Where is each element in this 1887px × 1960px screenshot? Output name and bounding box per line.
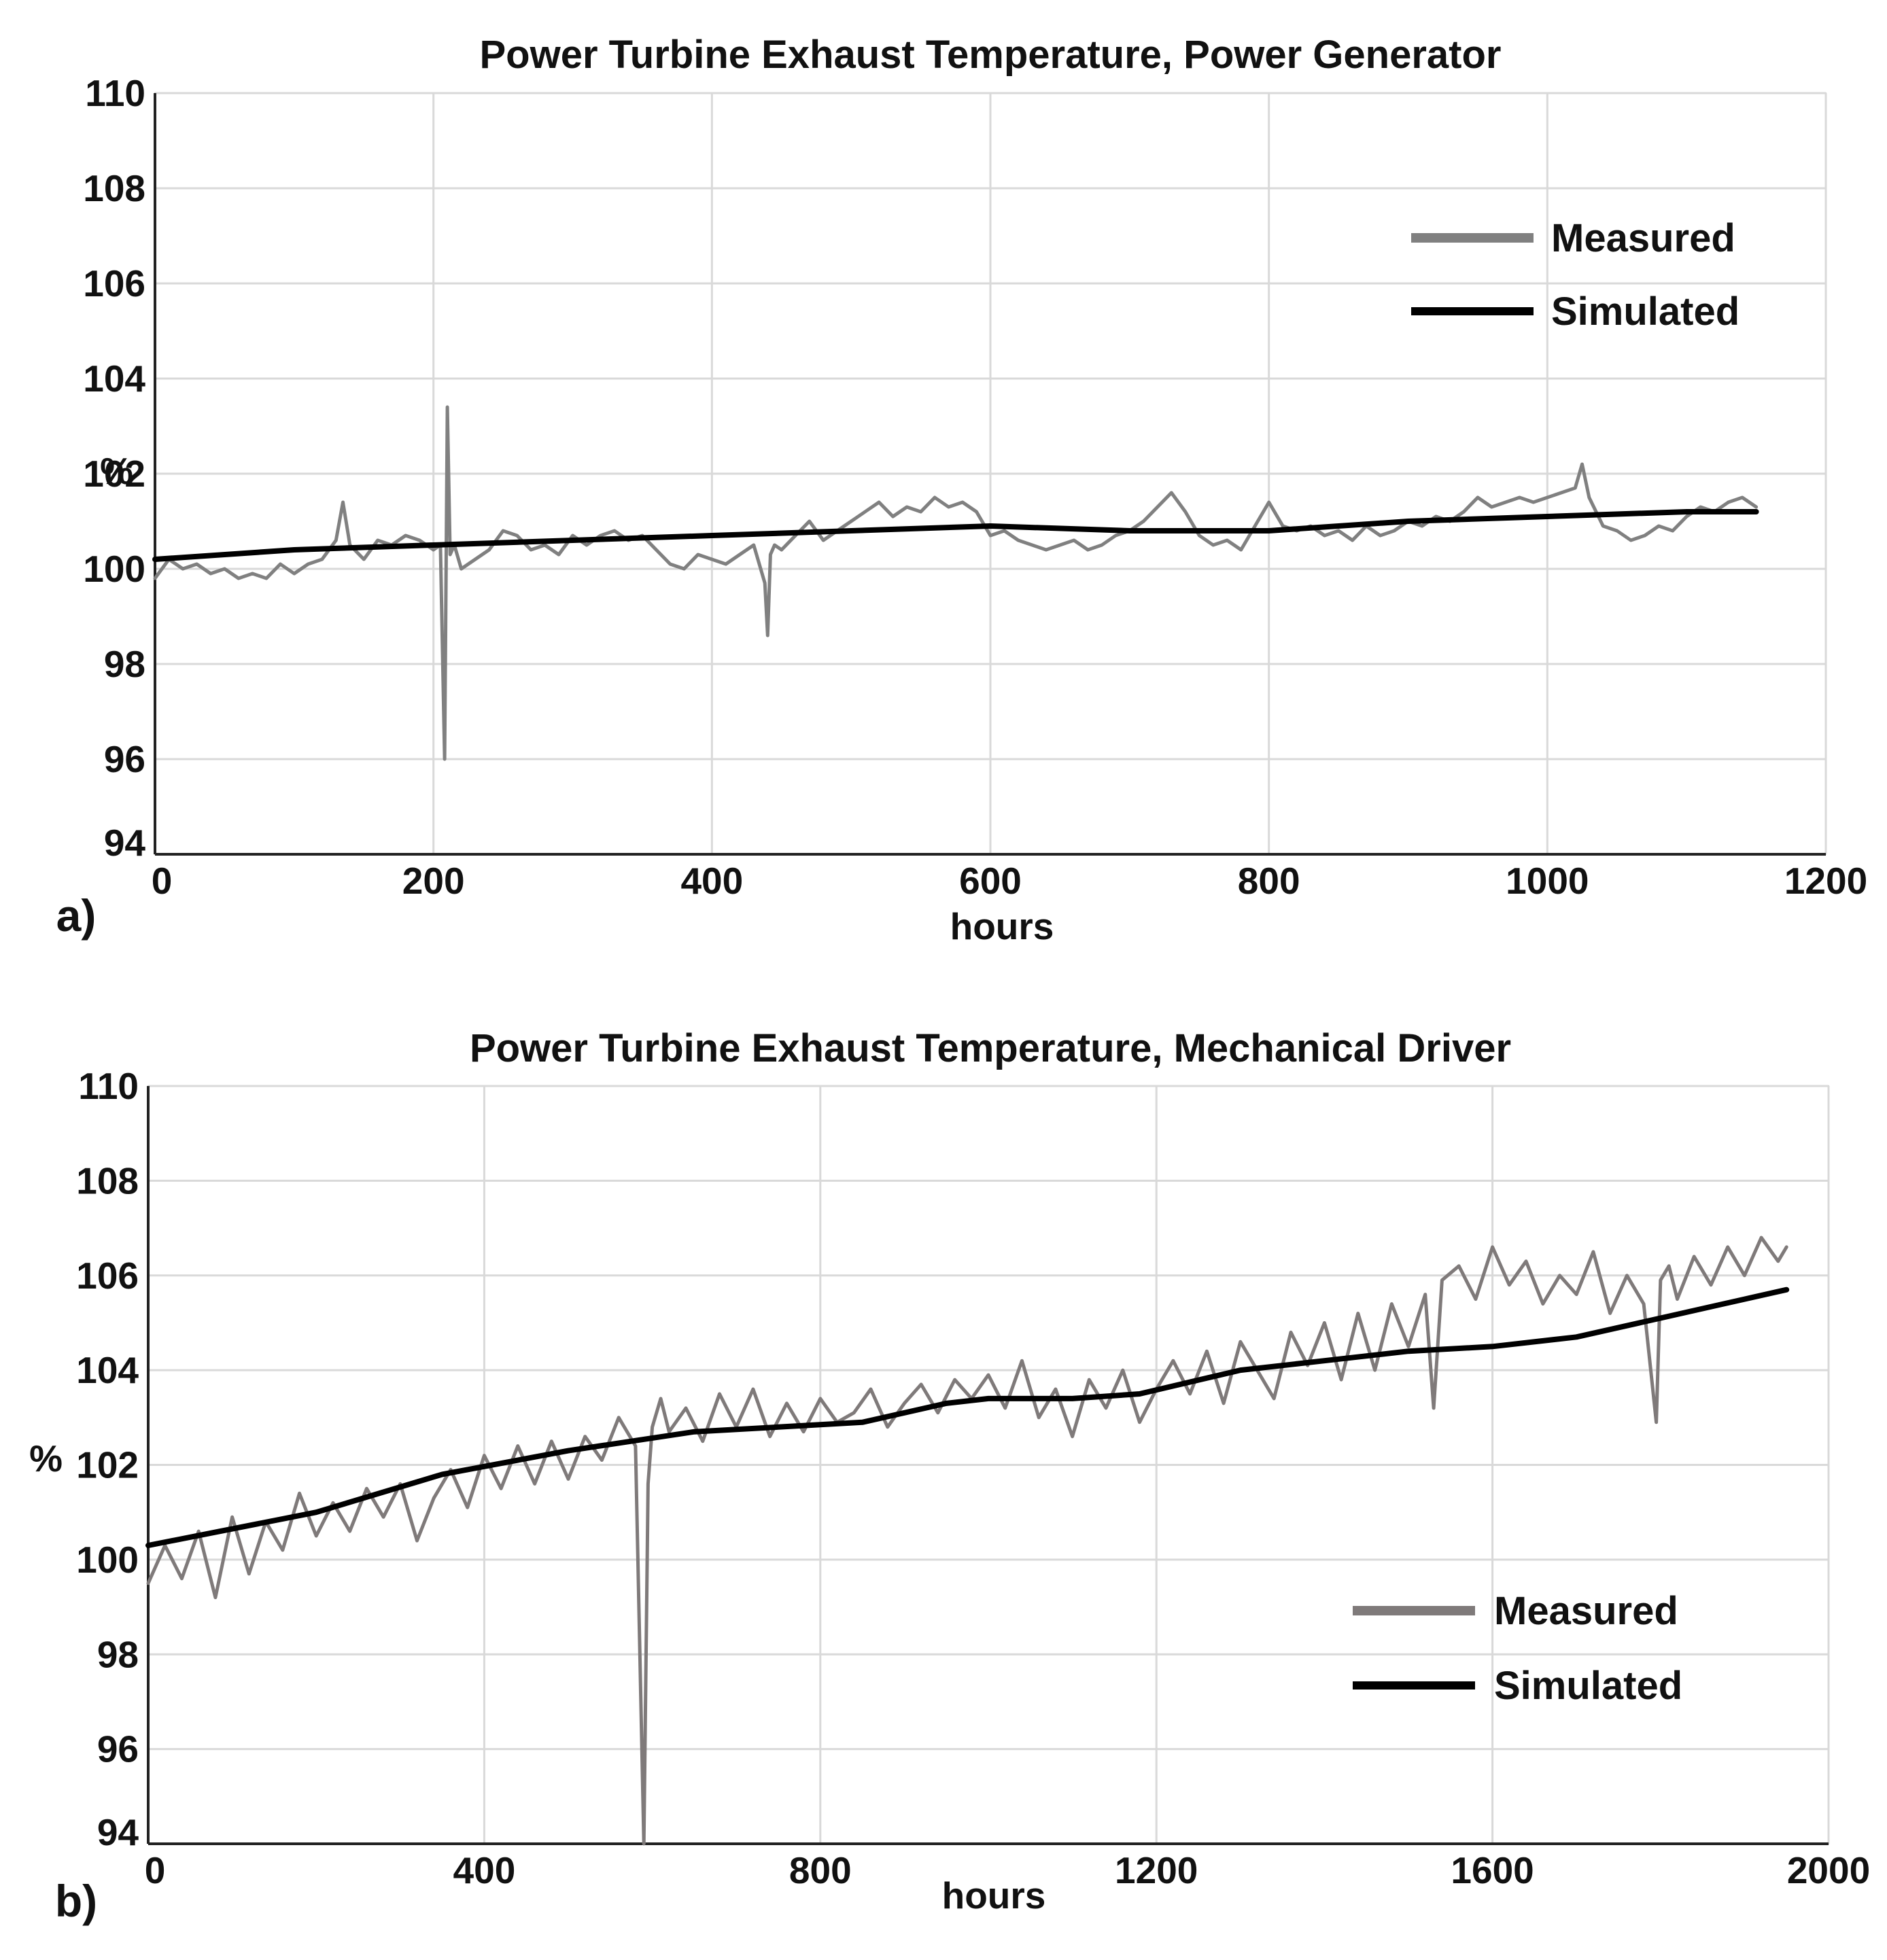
x-tick-label: 200 [402, 860, 465, 902]
y-tick-label: 94 [104, 822, 146, 864]
y-tick-label: 108 [83, 167, 145, 209]
series-line-measured [146, 1236, 1788, 1846]
legend-label-measured: Measured [1551, 216, 1735, 260]
series-line-measured [153, 405, 1759, 761]
y-tick-label: 106 [83, 262, 145, 304]
x-axis-label: hours [950, 905, 1054, 947]
chart-title: Power Turbine Exhaust Temperature, Mecha… [470, 1026, 1511, 1070]
y-axis-label: % [100, 450, 133, 492]
chart-mechanical-driver: 94 96 98 100 102 104 106 108 110 0 400 800 1200 1600 2… [29, 1026, 1870, 1926]
x-tick-label: 0 [145, 1849, 166, 1891]
legend-label-simulated: Simulated [1494, 1664, 1682, 1708]
y-tick-label: 104 [76, 1349, 139, 1391]
legend-label-measured: Measured [1494, 1589, 1678, 1633]
panel-label: b) [55, 1876, 97, 1926]
x-tick-label: 1200 [1115, 1849, 1198, 1891]
y-tick-label: 108 [76, 1159, 139, 1202]
y-tick-label: 102 [83, 453, 145, 495]
x-tick-label: 0 [152, 860, 173, 902]
x-tick-label: 800 [789, 1849, 852, 1891]
series-line-simulated [145, 1287, 1790, 1548]
y-tick-label: 94 [97, 1811, 139, 1853]
y-tick-label: 100 [83, 548, 145, 590]
y-tick-label: 96 [104, 738, 145, 780]
x-tick-label: 600 [959, 860, 1022, 902]
y-tick-label: 98 [104, 643, 145, 685]
x-tick-label: 2000 [1787, 1849, 1870, 1891]
chart-power-generator: 94 96 98 100 102 104 106 108 110 0 200 400 600 800 100… [56, 33, 1868, 947]
y-tick-label: 104 [83, 357, 145, 400]
x-tick-label: 1200 [1784, 860, 1867, 902]
chart-title: Power Turbine Exhaust Temperature, Power… [479, 33, 1501, 77]
y-tick-label: 102 [76, 1444, 139, 1486]
y-axis-label: % [29, 1437, 63, 1480]
y-tick-label: 96 [97, 1728, 139, 1770]
legend-label-simulated: Simulated [1551, 290, 1739, 334]
x-tick-label: 1000 [1506, 860, 1589, 902]
series-line-simulated [152, 509, 1759, 562]
y-tick-label: 100 [76, 1539, 139, 1581]
y-tick-label: 98 [97, 1633, 139, 1675]
x-tick-label: 400 [680, 860, 743, 902]
y-tick-label: 110 [78, 1065, 139, 1107]
x-axis-label: hours [942, 1874, 1046, 1917]
x-tick-label: 800 [1238, 860, 1300, 902]
x-tick-label: 1600 [1451, 1849, 1534, 1891]
panel-label: a) [56, 890, 97, 941]
y-tick-label: 110 [85, 72, 145, 114]
y-tick-label: 106 [76, 1255, 139, 1297]
x-tick-label: 400 [453, 1849, 516, 1891]
